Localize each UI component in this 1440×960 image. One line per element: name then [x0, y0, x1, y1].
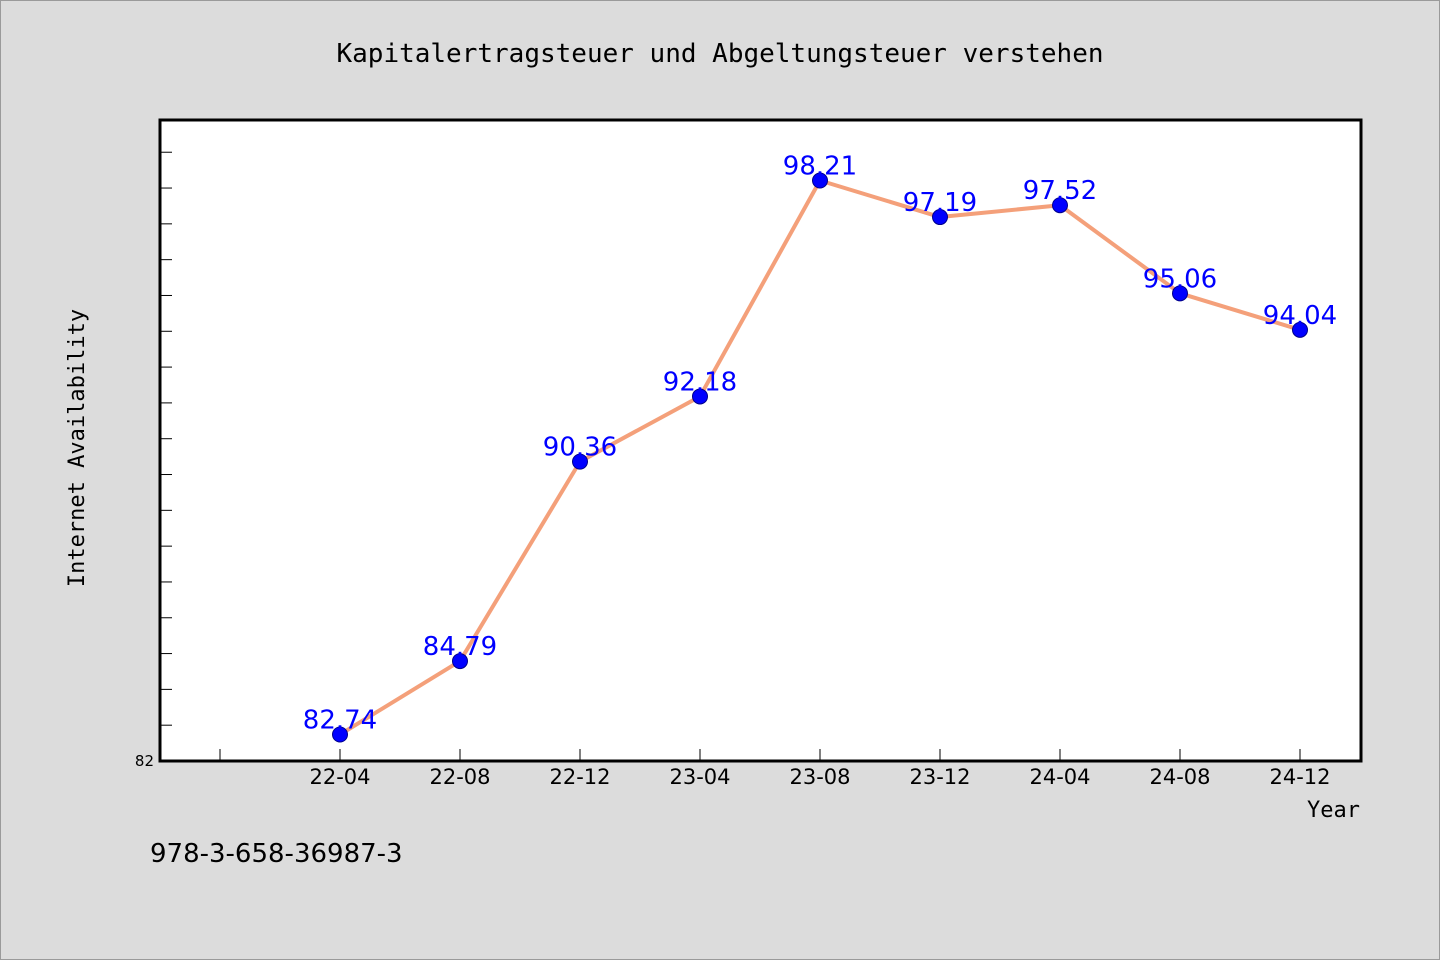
y-axis-ticks	[160, 151, 172, 762]
data-point	[812, 172, 828, 189]
y-axis-label: Internet Availability	[65, 309, 90, 587]
data-label: 82.74	[303, 706, 377, 736]
data-point	[1052, 197, 1068, 214]
x-tick-label: 23-04	[669, 765, 730, 789]
data-point	[692, 388, 708, 405]
data-label: 84.79	[423, 632, 497, 662]
data-label: 97.52	[1023, 176, 1097, 206]
data-point	[572, 453, 588, 470]
x-axis-label: Year	[1307, 798, 1360, 823]
x-tick-label: 22-12	[549, 765, 610, 789]
data-label: 94.04	[1263, 301, 1337, 331]
data-label: 98.21	[783, 152, 857, 182]
data-point	[932, 209, 948, 226]
plot-area	[158, 118, 1363, 763]
data-point	[1292, 321, 1308, 338]
x-tick-label: 23-12	[909, 765, 970, 789]
x-tick-label: 24-04	[1029, 765, 1090, 789]
data-point	[452, 653, 468, 670]
y-tick-label: 82	[135, 752, 154, 770]
x-tick-label: 24-08	[1149, 765, 1210, 789]
data-label: 90.36	[543, 433, 617, 463]
data-label: 95.06	[1143, 264, 1217, 294]
data-label: 97.19	[903, 188, 977, 218]
chart-title: Kapitalertragsteuer und Abgeltungsteuer …	[336, 39, 1103, 69]
data-point	[1172, 285, 1188, 302]
data-label: 92.18	[663, 367, 737, 397]
x-axis-ticks	[219, 749, 1301, 761]
x-axis-tick-labels: 22-04 22-08 22-12 23-04 23-08 23-12 24-04 24-08…	[309, 765, 1330, 789]
y-axis-tick-labels: 82	[135, 752, 154, 770]
x-tick-label: 22-08	[429, 765, 490, 789]
x-tick-label: 23-08	[789, 765, 850, 789]
x-tick-label: 22-04	[309, 765, 370, 789]
x-tick-label: 24-12	[1269, 765, 1330, 789]
data-markers	[332, 172, 1308, 743]
data-point	[332, 726, 348, 743]
footer-isbn: 978-3-658-36987-3	[150, 839, 403, 869]
data-labels: 82.74 84.79 90.36 92.18 98.21 97.19 97.52 95.06…	[303, 152, 1337, 736]
